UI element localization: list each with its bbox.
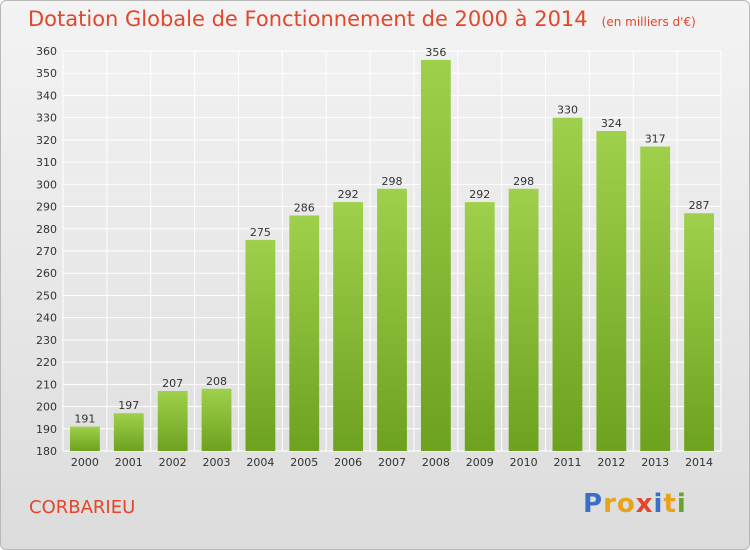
x-tick-label: 2009 — [466, 456, 494, 469]
x-tick-label: 2001 — [115, 456, 143, 469]
bar-2001 — [113, 413, 144, 451]
logo-letter: x — [635, 489, 654, 519]
y-tick-label: 220 — [36, 356, 57, 369]
logo-letter: o — [616, 489, 636, 519]
bar-2004 — [245, 239, 276, 451]
bars — [70, 59, 714, 452]
logo-letter: i — [676, 489, 687, 519]
y-tick-label: 360 — [36, 45, 57, 58]
y-tick-label: 350 — [36, 67, 57, 80]
data-label: 324 — [601, 117, 622, 130]
x-tick-label: 2005 — [290, 456, 318, 469]
data-label: 197 — [118, 399, 139, 412]
y-tick-label: 330 — [36, 112, 57, 125]
commune-name: CORBARIEU — [29, 497, 136, 518]
bar-2006 — [333, 202, 364, 451]
bar-2012 — [596, 131, 627, 451]
y-tick-label: 320 — [36, 134, 57, 147]
y-axis-ticks: 180 190 200 210 220 230 240 250 260 270 280 290 300 3… — [36, 45, 57, 458]
y-tick-label: 210 — [36, 378, 57, 391]
data-label: 191 — [74, 413, 95, 426]
bar-2005 — [289, 215, 320, 451]
data-label: 330 — [557, 104, 578, 117]
y-tick-label: 280 — [36, 223, 57, 236]
x-tick-label: 2011 — [553, 456, 581, 469]
y-tick-label: 190 — [36, 423, 57, 436]
y-tick-label: 200 — [36, 401, 57, 414]
bar-2007 — [377, 188, 407, 451]
data-label: 298 — [382, 175, 403, 188]
x-tick-label: 2003 — [203, 456, 231, 469]
proxiti-logo: Proxiti — [583, 489, 687, 519]
bar-2009 — [464, 202, 495, 451]
chart-unit-label: (en milliers d'€) — [601, 15, 696, 29]
y-tick-label: 310 — [36, 156, 57, 169]
x-tick-label: 2010 — [510, 456, 538, 469]
x-tick-label: 2012 — [597, 456, 625, 469]
logo-letter: i — [653, 489, 664, 519]
bar-2002 — [157, 391, 188, 451]
y-tick-label: 240 — [36, 312, 57, 325]
data-label: 292 — [469, 188, 490, 201]
y-tick-label: 230 — [36, 334, 57, 347]
data-label: 356 — [425, 46, 446, 59]
y-tick-label: 180 — [36, 445, 57, 458]
x-tick-label: 2000 — [71, 456, 99, 469]
x-tick-label: 2013 — [641, 456, 669, 469]
y-tick-label: 300 — [36, 178, 57, 191]
x-tick-label: 2004 — [246, 456, 274, 469]
y-tick-label: 260 — [36, 267, 57, 280]
bar-2014 — [684, 213, 714, 451]
data-label: 298 — [513, 175, 534, 188]
logo-letter: P — [583, 489, 604, 519]
bar-2013 — [640, 146, 671, 452]
x-tick-label: 2008 — [422, 456, 450, 469]
data-label: 286 — [294, 201, 315, 214]
x-axis-ticks: 2000 2001 2002 2003 2004 2005 2006 2007 2008 2009… — [71, 456, 713, 469]
y-tick-label: 290 — [36, 201, 57, 214]
logo-letter: t — [663, 489, 677, 519]
y-tick-label: 250 — [36, 289, 57, 302]
x-tick-label: 2007 — [378, 456, 406, 469]
chart-title: Dotation Globale de Fonctionnement de 20… — [28, 7, 696, 31]
x-tick-label: 2006 — [334, 456, 362, 469]
data-label: 208 — [206, 375, 227, 388]
chart-title-text: Dotation Globale de Fonctionnement de 20… — [28, 7, 588, 31]
y-tick-label: 270 — [36, 245, 57, 258]
x-tick-label: 2002 — [159, 456, 187, 469]
x-tick-label: 2014 — [685, 456, 713, 469]
bar-2008 — [420, 59, 451, 452]
data-label: 287 — [689, 199, 710, 212]
bar-2010 — [508, 188, 539, 451]
data-labels: 191 197 207 208 275 286 292 298 356 292 298 330 324 3… — [74, 46, 709, 426]
data-label: 317 — [645, 133, 666, 146]
data-label: 292 — [338, 188, 359, 201]
bar-2000 — [70, 426, 100, 451]
data-label: 275 — [250, 226, 271, 239]
y-tick-label: 340 — [36, 89, 57, 102]
bar-2011 — [552, 117, 583, 452]
data-label: 207 — [162, 377, 183, 390]
bar-2003 — [201, 388, 232, 451]
logo-letter: r — [603, 489, 617, 519]
